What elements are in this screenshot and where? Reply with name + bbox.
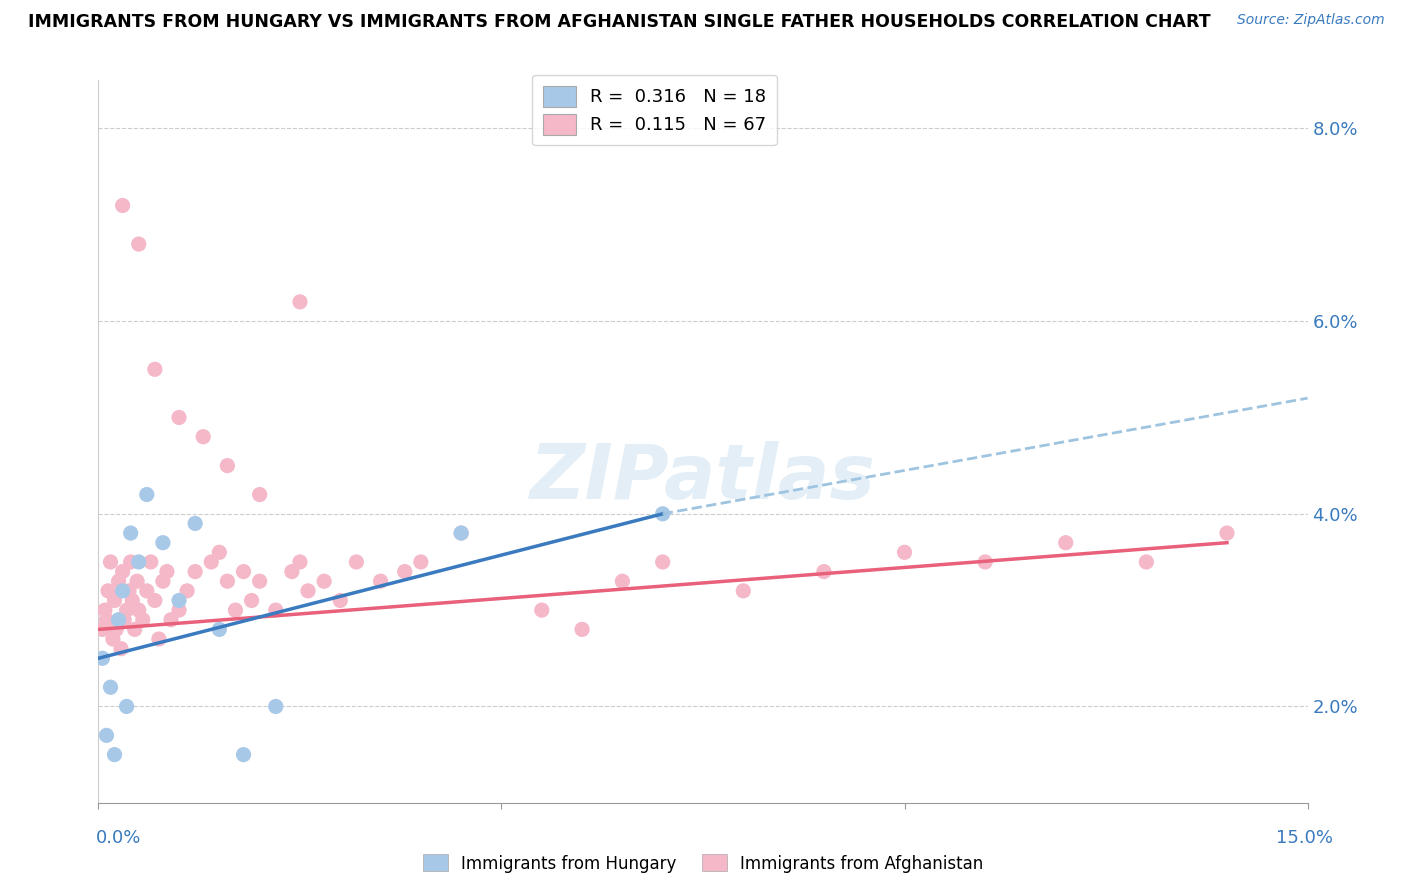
Point bbox=[124, 623, 146, 637]
Point bbox=[184, 516, 207, 531]
Point bbox=[135, 487, 157, 501]
Point bbox=[152, 535, 174, 549]
Point bbox=[184, 565, 207, 579]
Point bbox=[107, 574, 129, 589]
Point bbox=[91, 623, 114, 637]
Point bbox=[97, 583, 120, 598]
Point bbox=[120, 555, 142, 569]
Point bbox=[115, 603, 138, 617]
Point bbox=[733, 583, 755, 598]
Point bbox=[105, 623, 128, 637]
Point bbox=[100, 680, 122, 694]
Point bbox=[314, 574, 336, 589]
Text: ZIPatlas: ZIPatlas bbox=[530, 441, 876, 515]
Point bbox=[394, 565, 416, 579]
Point bbox=[101, 632, 124, 646]
Text: 15.0%: 15.0% bbox=[1275, 829, 1333, 847]
Point bbox=[281, 565, 304, 579]
Point bbox=[100, 555, 122, 569]
Point bbox=[200, 555, 222, 569]
Point bbox=[115, 699, 138, 714]
Point bbox=[571, 623, 593, 637]
Point bbox=[176, 583, 198, 598]
Point bbox=[91, 651, 114, 665]
Text: Source: ZipAtlas.com: Source: ZipAtlas.com bbox=[1237, 13, 1385, 28]
Point bbox=[167, 603, 190, 617]
Point bbox=[249, 487, 271, 501]
Point bbox=[974, 555, 997, 569]
Point bbox=[193, 430, 215, 444]
Point bbox=[143, 362, 166, 376]
Point bbox=[167, 593, 190, 607]
Point bbox=[111, 583, 134, 598]
Point bbox=[135, 583, 157, 598]
Point bbox=[121, 593, 143, 607]
Point bbox=[120, 526, 142, 541]
Point bbox=[167, 410, 190, 425]
Point bbox=[370, 574, 392, 589]
Point bbox=[651, 555, 673, 569]
Point bbox=[112, 613, 135, 627]
Point bbox=[893, 545, 915, 559]
Point bbox=[612, 574, 634, 589]
Point bbox=[156, 565, 179, 579]
Point bbox=[530, 603, 553, 617]
Point bbox=[1135, 555, 1157, 569]
Point bbox=[288, 294, 311, 309]
Point bbox=[148, 632, 170, 646]
Point bbox=[264, 699, 287, 714]
Point bbox=[217, 574, 239, 589]
Point bbox=[152, 574, 174, 589]
Point bbox=[139, 555, 162, 569]
Point bbox=[208, 545, 231, 559]
Text: IMMIGRANTS FROM HUNGARY VS IMMIGRANTS FROM AFGHANISTAN SINGLE FATHER HOUSEHOLDS : IMMIGRANTS FROM HUNGARY VS IMMIGRANTS FR… bbox=[28, 13, 1211, 31]
Legend: Immigrants from Hungary, Immigrants from Afghanistan: Immigrants from Hungary, Immigrants from… bbox=[416, 847, 990, 880]
Point bbox=[297, 583, 319, 598]
Point bbox=[232, 565, 254, 579]
Point bbox=[111, 565, 134, 579]
Point bbox=[329, 593, 352, 607]
Point bbox=[128, 237, 150, 252]
Point bbox=[110, 641, 132, 656]
Point bbox=[240, 593, 263, 607]
Point bbox=[118, 583, 141, 598]
Point bbox=[128, 555, 150, 569]
Point bbox=[132, 613, 155, 627]
Point bbox=[107, 613, 129, 627]
Point bbox=[127, 574, 149, 589]
Point bbox=[111, 198, 134, 212]
Text: 0.0%: 0.0% bbox=[96, 829, 141, 847]
Point bbox=[128, 603, 150, 617]
Point bbox=[651, 507, 673, 521]
Point bbox=[160, 613, 183, 627]
Point bbox=[249, 574, 271, 589]
Point bbox=[1054, 535, 1077, 549]
Point bbox=[1216, 526, 1239, 541]
Point bbox=[409, 555, 432, 569]
Point bbox=[208, 623, 231, 637]
Point bbox=[96, 728, 118, 742]
Point bbox=[344, 555, 367, 569]
Point bbox=[94, 603, 117, 617]
Point bbox=[232, 747, 254, 762]
Point bbox=[288, 555, 311, 569]
Point bbox=[103, 747, 125, 762]
Point bbox=[264, 603, 287, 617]
Point bbox=[224, 603, 246, 617]
Point bbox=[450, 526, 472, 541]
Point bbox=[143, 593, 166, 607]
Point bbox=[96, 613, 118, 627]
Point bbox=[103, 593, 125, 607]
Point bbox=[813, 565, 835, 579]
Point bbox=[450, 526, 472, 541]
Point bbox=[217, 458, 239, 473]
Legend: R =  0.316   N = 18, R =  0.115   N = 67: R = 0.316 N = 18, R = 0.115 N = 67 bbox=[533, 75, 778, 145]
